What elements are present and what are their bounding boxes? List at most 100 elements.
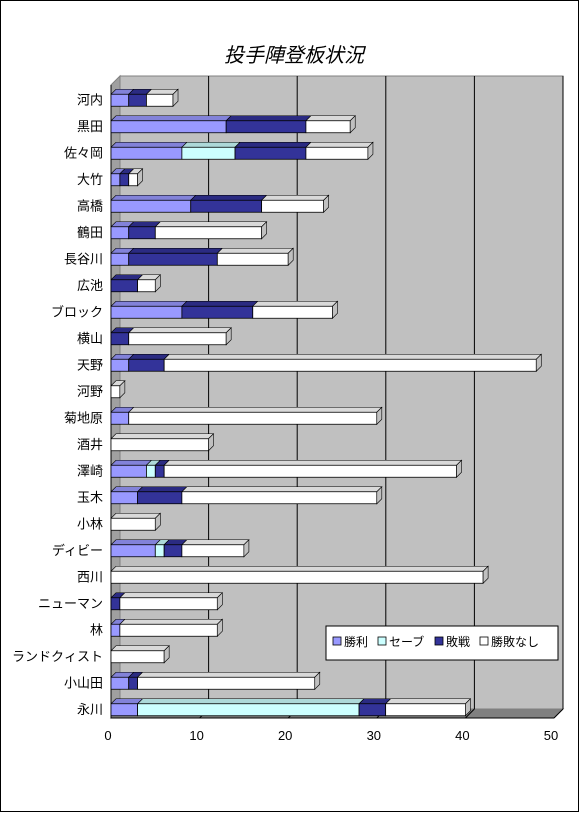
legend-swatch xyxy=(332,636,342,646)
legend-swatch xyxy=(479,636,489,646)
category-label: 小山田 xyxy=(64,676,103,691)
bar-segment xyxy=(305,115,356,134)
bar-segment xyxy=(136,274,162,293)
bar-segment xyxy=(119,592,224,611)
bar-end-face xyxy=(172,88,179,107)
x-tick-label: 40 xyxy=(455,728,469,743)
bar-end-face xyxy=(314,671,321,690)
x-tick-label: 50 xyxy=(544,728,558,743)
legend-label: 敗戦 xyxy=(446,634,470,649)
category-label: 小林 xyxy=(77,517,103,532)
bar-segment xyxy=(136,486,188,505)
bar-end-face xyxy=(155,274,161,293)
category-labels: 河内黒田佐々岡大竹高橋鶴田長谷川広池ブロック横山天野河野菊地原酒井澤崎玉木小林デ… xyxy=(12,92,103,718)
bar-segment xyxy=(163,459,463,478)
bar-segment xyxy=(110,115,232,134)
category-label: 大竹 xyxy=(77,173,103,188)
category-label: 林 xyxy=(90,623,103,638)
legend-label: 勝敗なし xyxy=(491,634,539,649)
bar-end-face xyxy=(261,221,267,240)
legend-item: セーブ xyxy=(377,634,424,649)
x-tick-labels: 0 10 20 30 40 50 xyxy=(104,728,558,743)
bar-segment xyxy=(110,459,153,478)
bar-segment xyxy=(119,618,224,637)
bar-segment xyxy=(163,539,188,558)
bar-end-face xyxy=(465,698,471,717)
category-label: 高橋 xyxy=(77,198,103,214)
bar-end-face xyxy=(376,406,383,425)
bar-segment xyxy=(154,221,268,240)
bar-segment xyxy=(136,698,365,717)
category-label: 酒井 xyxy=(77,438,103,453)
bar-end-face xyxy=(225,327,232,346)
bar-segment xyxy=(252,300,339,319)
bar-segment xyxy=(136,671,321,690)
legend-item: 敗戦 xyxy=(434,634,470,649)
legend-item: 勝利 xyxy=(332,634,368,649)
category-label: 黒田 xyxy=(77,120,103,135)
bar-segment xyxy=(110,433,215,452)
bar-end-face xyxy=(367,141,374,160)
legend-label: セーブ xyxy=(389,634,424,649)
bar-segment xyxy=(358,698,392,717)
category-label: ニューマン xyxy=(38,597,103,612)
bar-end-face xyxy=(119,380,126,399)
category-label: 天野 xyxy=(77,358,103,373)
category-label: 西川 xyxy=(77,570,103,585)
bar-end-face xyxy=(155,512,161,531)
gridline-floor xyxy=(465,708,475,719)
bar-segment xyxy=(181,300,259,319)
bar-segment xyxy=(127,327,232,346)
bar-end-face xyxy=(163,645,170,664)
x-tick-label: 30 xyxy=(367,728,381,743)
bar-end-face xyxy=(208,433,214,452)
x-tick-label: 10 xyxy=(189,728,203,743)
chart-title: 投手陣登板状況 xyxy=(224,43,367,67)
bar-segment xyxy=(127,406,383,425)
category-label: 永川 xyxy=(77,703,103,718)
legend-label: 勝利 xyxy=(344,634,368,649)
bar-segment xyxy=(181,539,250,558)
legend: 勝利 セーブ 敗戦 勝敗なし xyxy=(325,625,559,661)
x-tick-label: 20 xyxy=(278,728,292,743)
category-label: 玉木 xyxy=(77,491,103,506)
bar-segment xyxy=(110,274,144,293)
bar-segment xyxy=(225,115,312,134)
bar-end-face xyxy=(137,168,143,187)
bar-end-face xyxy=(243,539,250,558)
x-tick-label: 0 xyxy=(104,728,111,743)
bar-segment xyxy=(110,141,188,160)
bar-end-face xyxy=(349,115,356,134)
bar-segment xyxy=(127,221,162,240)
bar-segment xyxy=(110,353,135,372)
bar-end-face xyxy=(456,459,462,478)
bar-end-face xyxy=(376,486,383,505)
bar-end-face xyxy=(287,247,294,266)
category-label: ランドクィスト xyxy=(12,650,103,665)
bar-segment xyxy=(110,300,188,319)
bar-segment xyxy=(305,141,374,160)
category-label: 横山 xyxy=(77,332,103,347)
category-label: ブロック xyxy=(51,304,103,320)
bar-segment xyxy=(110,512,162,531)
bar-segment xyxy=(110,671,135,690)
bar-segment xyxy=(216,247,294,266)
bar-segment xyxy=(384,698,472,717)
bar-end-face xyxy=(332,300,338,319)
category-label: ディビー xyxy=(52,543,103,559)
bar-end-face xyxy=(217,592,223,611)
bar-segment xyxy=(110,194,197,213)
bar-segment xyxy=(163,353,543,372)
bar-segment xyxy=(181,486,383,505)
bar-segment xyxy=(190,194,268,213)
category-label: 河内 xyxy=(77,92,103,108)
gridline-floor xyxy=(553,708,564,719)
bar-segment xyxy=(110,539,162,558)
bar-end-face xyxy=(323,194,329,213)
category-label: 広池 xyxy=(77,279,103,294)
legend-swatch xyxy=(377,636,387,646)
bar-segment xyxy=(110,88,135,107)
bar-segment xyxy=(260,194,330,213)
